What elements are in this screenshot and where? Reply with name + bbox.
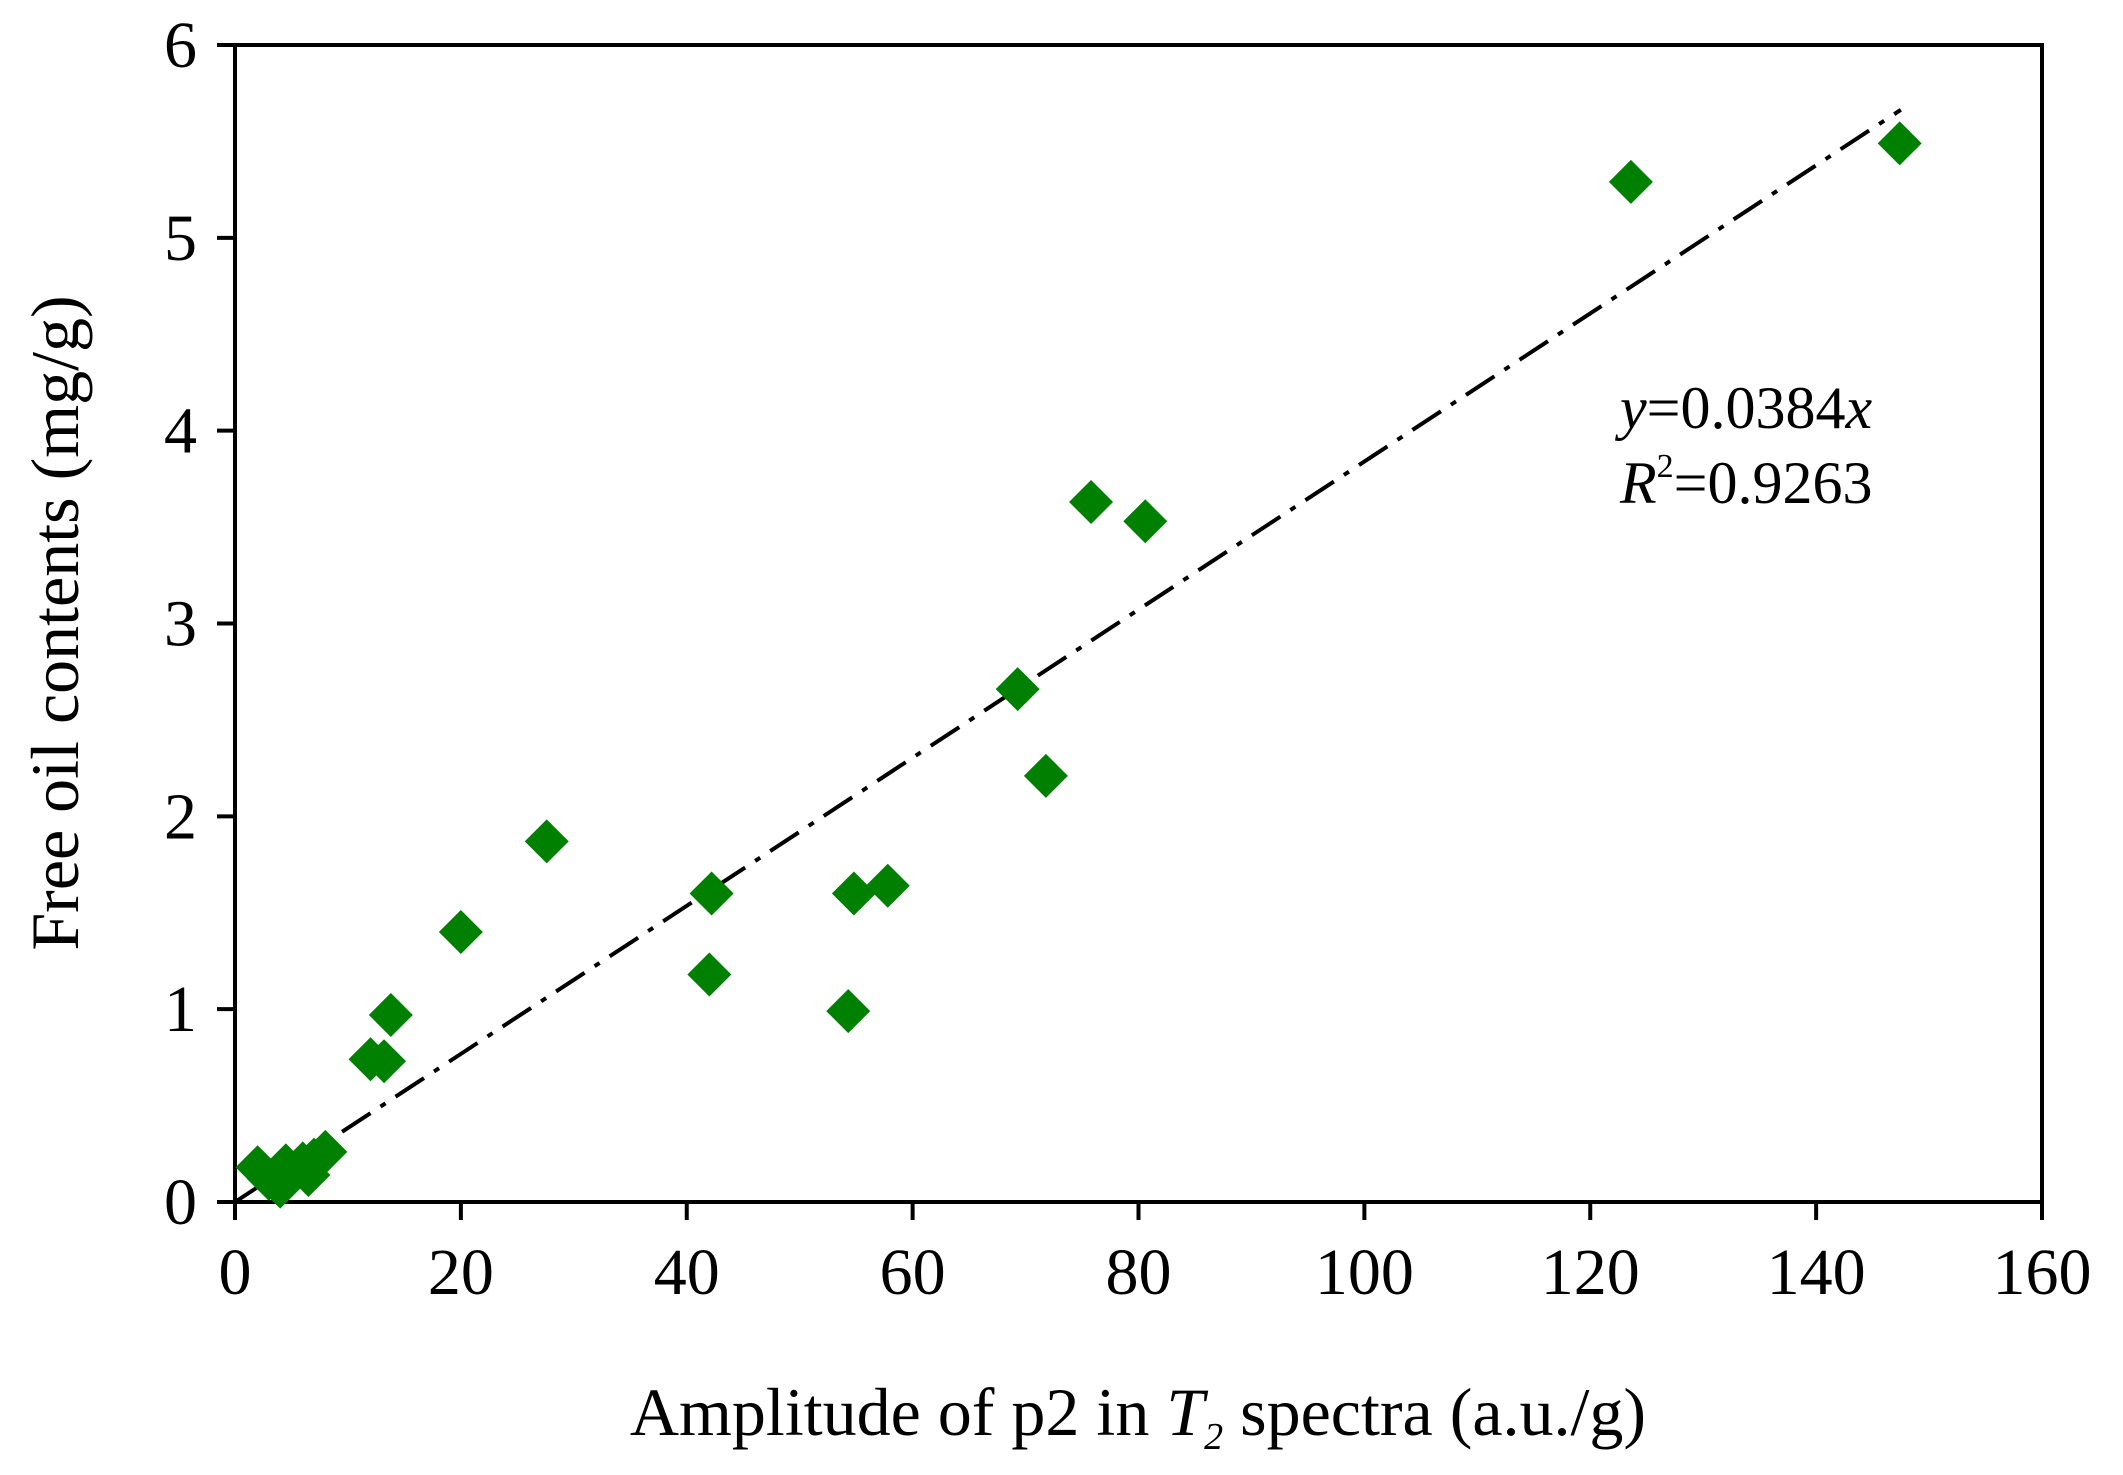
x-tick-label: 0 [219, 1236, 252, 1309]
r-squared-symbol: R [1619, 450, 1657, 516]
data-point [438, 910, 483, 955]
axis-ticks [217, 43, 2044, 1220]
y-tick-label: 3 [164, 588, 197, 661]
equation-coefficient: =0.0384 [1647, 375, 1846, 441]
x-tick-label: 100 [1315, 1236, 1414, 1309]
data-point [368, 992, 413, 1037]
data-point [831, 871, 876, 916]
data-point [1023, 753, 1068, 798]
x-axis-title-symbol: T [1166, 1374, 1208, 1450]
x-axis-title: Amplitude of p2 in T2 spectra (a.u./g) [630, 1374, 1646, 1458]
regression-fit-line [233, 108, 1902, 1204]
y-tick-label: 0 [164, 1166, 197, 1239]
x-tick-label: 160 [1993, 1236, 2092, 1309]
data-point [1877, 121, 1922, 166]
y-tick-label: 6 [164, 9, 197, 82]
r-squared-exponent: 2 [1657, 448, 1674, 485]
x-axis-title-prefix: Amplitude of p2 in [630, 1374, 1166, 1450]
data-points [235, 121, 1922, 1209]
data-point [303, 1129, 348, 1174]
data-point [1123, 499, 1168, 544]
x-tick-label: 140 [1767, 1236, 1866, 1309]
y-tick-label: 2 [164, 780, 197, 853]
data-point [865, 863, 910, 908]
y-tick-label: 4 [164, 395, 197, 468]
r-squared-value: =0.9263 [1674, 450, 1873, 516]
x-tick-label: 80 [1106, 1236, 1172, 1309]
data-point [826, 989, 871, 1034]
x-tick-label: 120 [1541, 1236, 1640, 1309]
plot-area-frame [233, 43, 2044, 1204]
equation-x-var: x [1844, 375, 1872, 441]
data-point [995, 667, 1040, 712]
x-tick-label: 60 [880, 1236, 946, 1309]
data-point [687, 952, 732, 997]
data-point [1608, 159, 1653, 204]
x-axis-title-subscript: 2 [1204, 1416, 1223, 1458]
y-tick-label: 1 [164, 973, 197, 1046]
x-tick-label: 40 [654, 1236, 720, 1309]
equation-y-var: y [1614, 375, 1647, 441]
y-axis-title: Free oil contents (mg/g) [17, 295, 93, 950]
r-squared-annotation: R2=0.9263 [1619, 448, 1873, 516]
data-point [362, 1039, 407, 1084]
equation-annotation: y=0.0384x [1614, 375, 1872, 441]
x-tick-label: 20 [428, 1236, 494, 1309]
y-tick-label: 5 [164, 202, 197, 275]
x-axis-title-suffix: spectra (a.u./g) [1223, 1374, 1646, 1450]
data-point [689, 871, 734, 916]
data-point [1069, 480, 1114, 525]
axis-tick-labels: 0 20 40 60 80 100 120 140 160 0 1 2 3 4 5 6 [164, 9, 2092, 1309]
data-point [524, 819, 569, 864]
